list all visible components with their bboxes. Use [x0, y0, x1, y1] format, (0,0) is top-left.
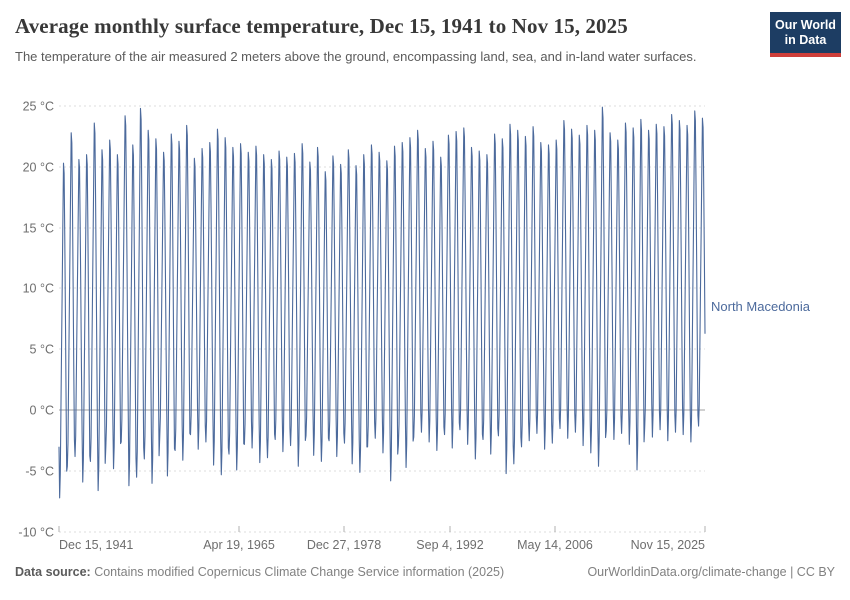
- chart-subtitle: The temperature of the air measured 2 me…: [15, 49, 697, 64]
- y-tick-label: -10 °C: [18, 526, 54, 540]
- series-entity-label: North Macedonia: [711, 299, 811, 314]
- x-axis: [58, 526, 706, 533]
- credit-link[interactable]: OurWorldinData.org/climate-change | CC B…: [587, 565, 835, 579]
- x-tick-label: Dec 27, 1978: [307, 538, 381, 552]
- y-tick-label: 5 °C: [30, 343, 54, 357]
- y-tick-label: 10 °C: [23, 282, 54, 296]
- y-axis-labels: 25 °C 20 °C 15 °C 10 °C 5 °C 0 °C -5 °C …: [18, 100, 54, 540]
- owid-logo[interactable]: Our World in Data: [770, 12, 841, 57]
- owid-logo-line2: in Data: [784, 33, 827, 47]
- data-source-note: Data source: Contains modified Copernicu…: [15, 565, 504, 579]
- data-source-text: Contains modified Copernicus Climate Cha…: [90, 565, 505, 579]
- temperature-line: [58, 106, 706, 499]
- y-tick-label: 0 °C: [30, 404, 54, 418]
- x-tick-label: Dec 15, 1941: [59, 538, 133, 552]
- page-title: Average monthly surface temperature, Dec…: [15, 14, 628, 38]
- x-axis-labels: Dec 15, 1941 Apr 19, 1965 Dec 27, 1978 S…: [59, 538, 705, 552]
- x-tick-label: May 14, 2006: [517, 538, 593, 552]
- y-tick-label: -5 °C: [25, 465, 54, 479]
- y-tick-label: 20 °C: [23, 161, 54, 175]
- y-tick-label: 15 °C: [23, 222, 54, 236]
- chart-footer: Data source: Contains modified Copernicu…: [15, 565, 835, 579]
- owid-logo-line1: Our World: [775, 18, 836, 32]
- y-tick-label: 25 °C: [23, 100, 54, 114]
- data-source-label: Data source:: [15, 565, 91, 579]
- x-tick-label: Sep 4, 1992: [416, 538, 483, 552]
- x-tick-label: Nov 15, 2025: [631, 538, 705, 552]
- x-tick-label: Apr 19, 1965: [203, 538, 275, 552]
